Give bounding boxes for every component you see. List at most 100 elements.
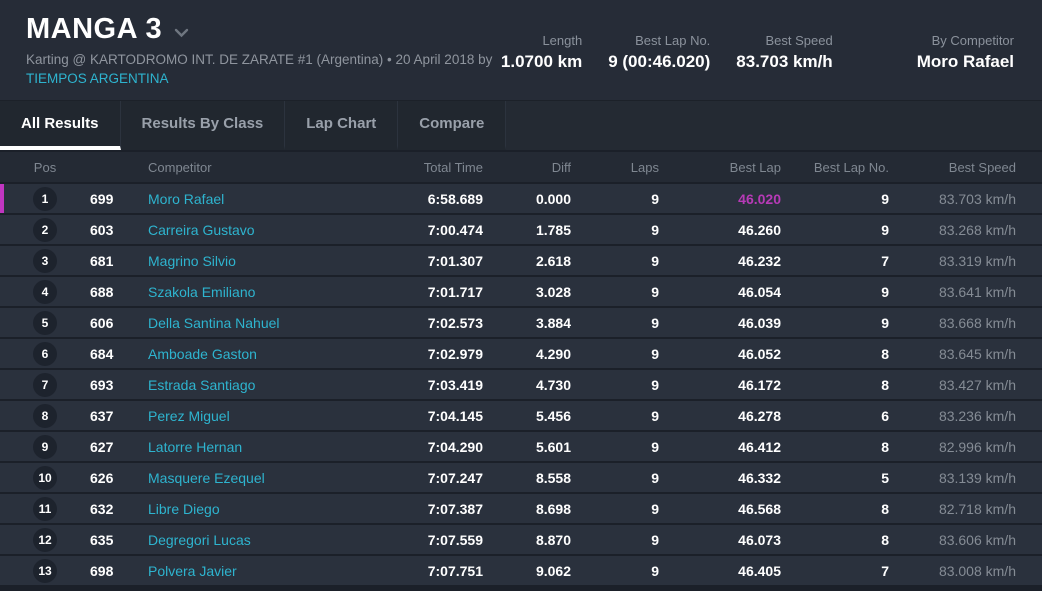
tab-label: Results By Class [141, 115, 264, 132]
total-time: 7:04.145 [427, 407, 483, 424]
table-row[interactable]: 9 627 Latorre Hernan 7:04.290 5.601 9 46… [0, 432, 1042, 461]
best-speed: 83.668 km/h [938, 314, 1016, 331]
best-speed: 82.718 km/h [938, 500, 1016, 517]
table-row[interactable]: 10 626 Masquere Ezequel 7:07.247 8.558 9… [0, 463, 1042, 492]
competitor-link[interactable]: Libre Diego [148, 500, 220, 517]
best-speed: 83.703 km/h [938, 190, 1016, 207]
best-speed: 83.641 km/h [938, 283, 1016, 300]
best-lap-no: 8 [881, 500, 889, 517]
column-header-pos: Pos [33, 159, 57, 175]
table-row[interactable]: 7 693 Estrada Santiago 7:03.419 4.730 9 … [0, 370, 1042, 399]
competitor-link[interactable]: Polvera Javier [148, 562, 237, 579]
best-lap: 46.278 [738, 407, 781, 424]
chevron-down-icon[interactable] [174, 28, 189, 38]
page-title: MANGA 3 [26, 13, 163, 45]
tab-all-results[interactable]: All Results [0, 101, 121, 150]
stat-value: 83.703 km/h [736, 52, 833, 71]
best-speed: 83.645 km/h [938, 345, 1016, 362]
total-time: 7:07.559 [427, 531, 483, 548]
kart-number: 684 [90, 345, 114, 362]
tab-label: Lap Chart [306, 115, 377, 132]
position-badge: 9 [33, 434, 57, 459]
best-speed: 83.008 km/h [938, 562, 1016, 579]
total-time: 7:02.573 [427, 314, 483, 331]
competitor-link[interactable]: Della Santina Nahuel [148, 314, 280, 331]
table-row[interactable]: 2 603 Carreira Gustavo 7:00.474 1.785 9 … [0, 215, 1042, 244]
total-time: 7:01.307 [427, 252, 483, 269]
table-row[interactable]: 12 635 Degregori Lucas 7:07.559 8.870 9 … [0, 525, 1042, 554]
total-time: 7:01.717 [427, 283, 483, 300]
best-lap-no: 8 [881, 376, 889, 393]
kart-number: 635 [90, 531, 114, 548]
total-time: 7:07.751 [427, 562, 483, 579]
diff: 4.290 [535, 345, 571, 362]
table-row[interactable]: 11 632 Libre Diego 7:07.387 8.698 9 46.5… [0, 494, 1042, 523]
competitor-link[interactable]: Degregori Lucas [148, 531, 251, 548]
tab-label: Compare [419, 115, 485, 132]
laps: 9 [651, 500, 659, 517]
best-lap: 46.052 [738, 345, 781, 362]
table-row[interactable]: 4 688 Szakola Emiliano 7:01.717 3.028 9 … [0, 277, 1042, 306]
session-stats: Length 1.0700 km Best Lap No. 9 (00:46.0… [501, 33, 1014, 72]
competitor-link[interactable]: Magrino Silvio [148, 252, 236, 269]
tab-results-by-class[interactable]: Results By Class [121, 101, 286, 150]
competitor-link[interactable]: Amboade Gaston [148, 345, 257, 362]
competitor-link[interactable]: Estrada Santiago [148, 376, 256, 393]
best-lap: 46.332 [738, 469, 781, 486]
results-tabs: All Results Results By Class Lap Chart C… [0, 100, 1042, 150]
best-lap-no: 6 [881, 407, 889, 424]
table-row[interactable]: 5 606 Della Santina Nahuel 7:02.573 3.88… [0, 308, 1042, 337]
column-header-best-lap: Best Lap [729, 159, 781, 175]
best-speed: 83.139 km/h [938, 469, 1016, 486]
competitor-link[interactable]: Latorre Hernan [148, 438, 243, 455]
best-lap: 46.405 [738, 562, 781, 579]
diff: 8.870 [535, 531, 571, 548]
total-time: 7:00.474 [427, 221, 483, 238]
organizer-link[interactable]: TIEMPOS ARGENTINA [26, 70, 169, 86]
table-header-row: Pos Competitor Total Time Diff Laps Best… [0, 152, 1042, 182]
session-stat: By Competitor Moro Rafael [917, 33, 1014, 72]
best-lap: 46.232 [738, 252, 781, 269]
laps: 9 [651, 190, 659, 207]
competitor-link[interactable]: Szakola Emiliano [148, 283, 256, 300]
stat-label: Length [542, 33, 583, 48]
diff: 5.456 [535, 407, 571, 424]
best-speed: 83.268 km/h [938, 221, 1016, 238]
stat-value: 9 (00:46.020) [608, 52, 711, 71]
best-lap-no: 9 [881, 283, 889, 300]
best-lap: 46.172 [738, 376, 781, 393]
table-row[interactable]: 13 698 Polvera Javier 7:07.751 9.062 9 4… [0, 556, 1042, 585]
diff: 2.618 [535, 252, 571, 269]
position-badge: 8 [33, 403, 57, 428]
kart-number: 681 [90, 252, 114, 269]
table-row[interactable]: 1 699 Moro Rafael 6:58.689 0.000 9 46.02… [0, 184, 1042, 213]
diff: 3.884 [535, 314, 571, 331]
column-header-best-speed: Best Speed [948, 159, 1016, 175]
column-header-laps: Laps [630, 159, 659, 175]
best-lap-no: 9 [881, 314, 889, 331]
total-time: 6:58.689 [427, 190, 483, 207]
competitor-link[interactable]: Moro Rafael [148, 190, 225, 207]
competitor-link[interactable]: Carreira Gustavo [148, 221, 255, 238]
tab-compare[interactable]: Compare [398, 101, 507, 150]
table-row[interactable]: 6 684 Amboade Gaston 7:02.979 4.290 9 46… [0, 339, 1042, 368]
stat-label: Best Speed [765, 33, 833, 48]
table-row[interactable]: 8 637 Perez Miguel 7:04.145 5.456 9 46.2… [0, 401, 1042, 430]
laps: 9 [651, 531, 659, 548]
kart-number: 699 [90, 190, 114, 207]
kart-number: 698 [90, 562, 114, 579]
table-row[interactable]: 3 681 Magrino Silvio 7:01.307 2.618 9 46… [0, 246, 1042, 275]
session-header: MANGA 3 Karting @ KARTODROMO INT. DE ZAR… [0, 0, 1042, 100]
tab-lap-chart[interactable]: Lap Chart [285, 101, 399, 150]
kart-number: 626 [90, 469, 114, 486]
total-time: 7:02.979 [427, 345, 483, 362]
laps: 9 [651, 314, 659, 331]
kart-number: 632 [90, 500, 114, 517]
position-badge: 3 [33, 248, 57, 273]
stat-value: 1.0700 km [500, 52, 583, 71]
competitor-link[interactable]: Masquere Ezequel [148, 469, 265, 486]
stat-label: By Competitor [931, 33, 1014, 48]
best-speed: 82.996 km/h [938, 438, 1016, 455]
total-time: 7:07.247 [427, 469, 483, 486]
competitor-link[interactable]: Perez Miguel [148, 407, 230, 424]
